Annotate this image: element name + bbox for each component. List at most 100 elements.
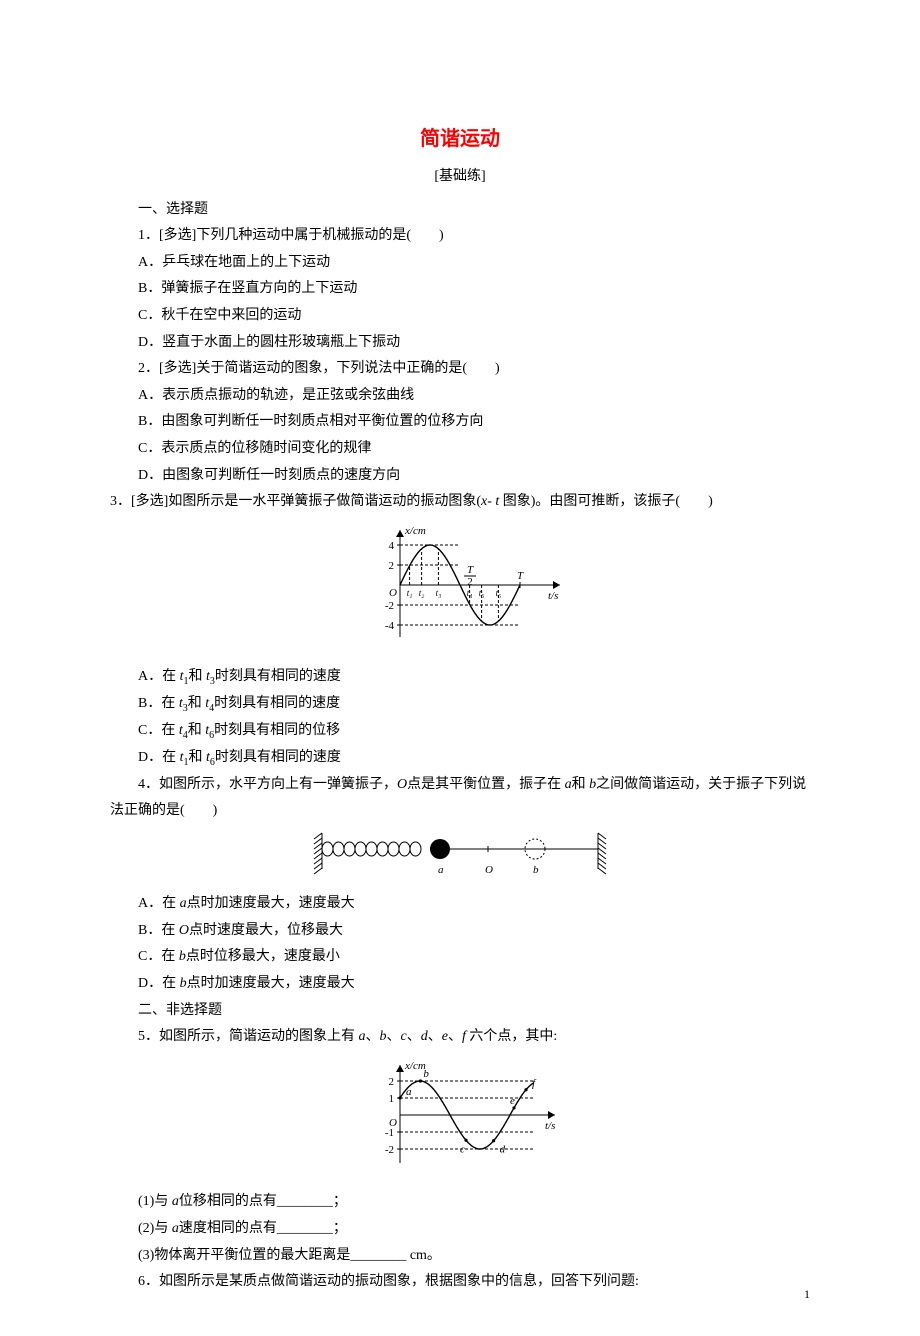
q3-figure: x/cmt/sO42-2-4t₁t₂t₃t₄t₅t₆T2T bbox=[110, 520, 810, 661]
page-number: 1 bbox=[804, 1283, 810, 1306]
page: 简谐运动 [基础练] 一、选择题 1．[多选]下列几种运动中属于机械振动的是( … bbox=[0, 0, 920, 1336]
svg-text:t₃: t₃ bbox=[436, 588, 442, 598]
q3-chart: x/cmt/sO42-2-4t₁t₂t₃t₄t₅t₆T2T bbox=[345, 520, 575, 650]
q2-opt-c: C．表示质点的位移随时间变化的规律 bbox=[110, 436, 810, 463]
q5-s-va: a bbox=[359, 1029, 366, 1044]
q3-d-1: D．在 bbox=[138, 750, 180, 765]
q5-s-vb: b bbox=[380, 1029, 387, 1044]
q4-s-av: a bbox=[565, 777, 572, 792]
q5-p2-a: (2)与 bbox=[138, 1221, 172, 1236]
q3-a-3: 时刻具有相同的速度 bbox=[215, 669, 341, 684]
page-title: 简谐运动 bbox=[110, 120, 810, 158]
q3-stem: 3．[多选]如图所示是一水平弹簧振子做简谐运动的振动图象(x- t 图象)。由图… bbox=[110, 489, 810, 516]
q2-opt-a: A．表示质点振动的轨迹，是正弦或余弦曲线 bbox=[110, 383, 810, 410]
q5-s-c: 、 bbox=[387, 1029, 401, 1044]
q4-d-1: D．在 bbox=[138, 976, 180, 991]
svg-text:-2: -2 bbox=[385, 1144, 394, 1156]
svg-text:2: 2 bbox=[389, 1076, 395, 1088]
q5-s-d: 、 bbox=[407, 1029, 421, 1044]
q4-s-b: 点是其平衡位置，振子在 bbox=[407, 777, 565, 792]
q4-d-v: b bbox=[180, 976, 187, 991]
svg-text:e: e bbox=[510, 1095, 515, 1107]
svg-text:b: b bbox=[423, 1068, 429, 1080]
q2-opt-d: D．由图象可判断任一时刻质点的速度方向 bbox=[110, 463, 810, 490]
q5-s-b: 、 bbox=[366, 1029, 380, 1044]
svg-text:2: 2 bbox=[467, 576, 473, 588]
q4-stem: 4．如图所示，水平方向上有一弹簧振子，O点是其平衡位置，振子在 a和 b之间做简… bbox=[110, 772, 810, 825]
q4-d-2: 点时加速度最大，速度最大 bbox=[187, 976, 355, 991]
q1-opt-c: C．秋千在空中来回的运动 bbox=[110, 303, 810, 330]
q1-opt-b: B．弹簧振子在竖直方向的上下运动 bbox=[110, 276, 810, 303]
q3-b-2: 和 bbox=[188, 696, 206, 711]
q4-s-a: 4．如图所示，水平方向上有一弹簧振子， bbox=[138, 777, 397, 792]
q4-a-2: 点时加速度最大，速度最大 bbox=[187, 896, 355, 911]
svg-text:d: d bbox=[500, 1144, 506, 1156]
q3-opt-b: B．在 t3和 t4时刻具有相同的速度 bbox=[110, 691, 810, 718]
svg-text:4: 4 bbox=[389, 540, 395, 552]
q4-s-c: 和 bbox=[572, 777, 590, 792]
q5-p1-b: 位移相同的点有________； bbox=[179, 1194, 347, 1209]
q2-opt-b: B．由图象可判断任一时刻质点相对平衡位置的位移方向 bbox=[110, 409, 810, 436]
q5-s-vd: d bbox=[421, 1029, 428, 1044]
q3-opt-c: C．在 t4和 t6时刻具有相同的位移 bbox=[110, 718, 810, 745]
q4-figure: a Ob bbox=[110, 829, 810, 888]
q5-s-e: 、 bbox=[428, 1029, 442, 1044]
q3-b-1: B．在 bbox=[138, 696, 179, 711]
svg-text:-1: -1 bbox=[385, 1127, 394, 1139]
q5-figure: x/cmt/sO21-1-2abcdef bbox=[110, 1055, 810, 1186]
svg-text:-4: -4 bbox=[385, 620, 395, 632]
q3-b-3: 时刻具有相同的速度 bbox=[214, 696, 340, 711]
svg-text:T: T bbox=[467, 564, 474, 576]
q4-c-v: b bbox=[179, 949, 186, 964]
svg-text:t₆: t₆ bbox=[496, 588, 502, 598]
q5-p1-a: (1)与 bbox=[138, 1194, 172, 1209]
svg-text:T: T bbox=[517, 570, 524, 582]
q5-p3: (3)物体离开平衡位置的最大距离是________ cm。 bbox=[110, 1243, 810, 1270]
q5-p2-b: 速度相同的点有________； bbox=[179, 1221, 347, 1236]
svg-text:2: 2 bbox=[389, 560, 395, 572]
q4-c-2: 点时位移最大，速度最小 bbox=[186, 949, 340, 964]
q5-s-a: 5．如图所示，简谐运动的图象上有 bbox=[138, 1029, 359, 1044]
q3-a-2: 和 bbox=[189, 669, 207, 684]
svg-text:O: O bbox=[389, 587, 397, 599]
q4-a-v: a bbox=[180, 896, 187, 911]
q2-stem: 2．[多选]关于简谐运动的图象，下列说法中正确的是( ) bbox=[110, 356, 810, 383]
q5-p1-v: a bbox=[172, 1194, 179, 1209]
svg-text:f: f bbox=[532, 1078, 537, 1090]
svg-text:x/cm: x/cm bbox=[404, 525, 426, 537]
q5-p2: (2)与 a速度相同的点有________； bbox=[110, 1216, 810, 1243]
q5-p2-v: a bbox=[172, 1221, 179, 1236]
q4-a-1: A．在 bbox=[138, 896, 180, 911]
svg-text:O: O bbox=[485, 864, 493, 876]
section-1-heading: 一、选择题 bbox=[110, 197, 810, 224]
q3-d-3: 时刻具有相同的速度 bbox=[215, 750, 341, 765]
svg-text:t/s: t/s bbox=[545, 1120, 555, 1132]
svg-text:t₁: t₁ bbox=[407, 588, 413, 598]
q5-s-g: 六个点，其中: bbox=[466, 1029, 557, 1044]
svg-text:1: 1 bbox=[389, 1093, 395, 1105]
q6-stem: 6．如图所示是某质点做简谐运动的振动图象，根据图象中的信息，回答下列问题: bbox=[110, 1269, 810, 1296]
q4-c-1: C．在 bbox=[138, 949, 179, 964]
q3-stem-a: 3．[多选]如图所示是一水平弹簧振子做简谐运动的振动图象( bbox=[110, 494, 481, 509]
q3-c-2: 和 bbox=[188, 723, 206, 738]
q1-opt-a: A．乒乓球在地面上的上下运动 bbox=[110, 250, 810, 277]
q3-c-1: C．在 bbox=[138, 723, 179, 738]
q4-b-1: B．在 bbox=[138, 923, 179, 938]
q3-opt-a: A．在 t1和 t3时刻具有相同的速度 bbox=[110, 664, 810, 691]
svg-text:-2: -2 bbox=[385, 600, 394, 612]
q5-p1: (1)与 a位移相同的点有________； bbox=[110, 1189, 810, 1216]
q1-opt-d: D．竖直于水面上的圆柱形玻璃瓶上下振动 bbox=[110, 330, 810, 357]
subtitle: [基础练] bbox=[110, 164, 810, 191]
svg-text:t₂: t₂ bbox=[419, 588, 425, 598]
svg-text:a: a bbox=[438, 864, 444, 876]
q4-opt-d: D．在 b点时加速度最大，速度最大 bbox=[110, 971, 810, 998]
svg-text:b: b bbox=[533, 864, 539, 876]
q5-stem: 5．如图所示，简谐运动的图象上有 a、b、c、d、e、f 六个点，其中: bbox=[110, 1024, 810, 1051]
svg-text:t₄: t₄ bbox=[467, 588, 473, 598]
svg-text:c: c bbox=[460, 1143, 465, 1155]
q1-stem: 1．[多选]下列几种运动中属于机械振动的是( ) bbox=[110, 223, 810, 250]
svg-text:t/s: t/s bbox=[548, 590, 558, 602]
q4-b-v: O bbox=[179, 923, 189, 938]
q5-chart: x/cmt/sO21-1-2abcdef bbox=[350, 1055, 570, 1175]
q3-a-1: A．在 bbox=[138, 669, 180, 684]
